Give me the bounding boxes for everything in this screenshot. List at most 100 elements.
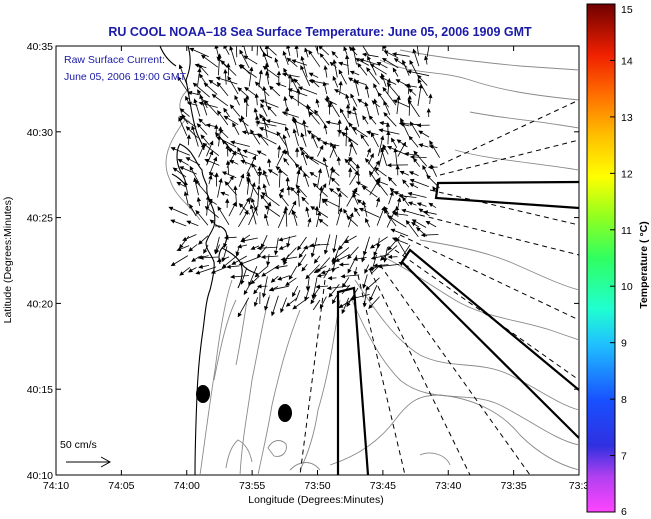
- current-vector: [318, 186, 322, 208]
- current-vector-head: [282, 50, 287, 56]
- current-vector-head: [322, 183, 327, 189]
- current-vector-head: [194, 179, 200, 185]
- current-vector-head: [230, 274, 235, 279]
- current-vector-head: [256, 284, 262, 289]
- current-vector-head: [341, 309, 346, 315]
- current-vector-head: [240, 238, 246, 243]
- current-vector-head: [347, 268, 352, 274]
- current-vector-head: [373, 251, 378, 257]
- x-tick-label: 73:35: [500, 480, 526, 492]
- current-vector-head: [202, 142, 208, 148]
- current-vector: [359, 208, 380, 218]
- current-vector-head: [253, 205, 258, 211]
- current-vector: [327, 285, 350, 289]
- current-vector-head: [379, 121, 384, 126]
- current-vector-head: [195, 209, 200, 215]
- current-vector-head: [300, 132, 305, 138]
- current-vector-head: [322, 156, 327, 162]
- current-vector-head: [261, 293, 267, 298]
- colorbar-tick-label: 10: [621, 281, 633, 293]
- current-vector-head: [257, 165, 262, 171]
- current-vector-head: [269, 85, 274, 91]
- current-vector-head: [369, 244, 375, 249]
- current-vector-head: [404, 151, 409, 157]
- current-vector-head: [382, 86, 387, 92]
- current-vector-head: [189, 47, 195, 52]
- current-vector-head: [179, 244, 184, 249]
- current-vector-head: [429, 46, 432, 47]
- current-vector-head: [240, 173, 245, 179]
- current-vector-head: [376, 61, 382, 67]
- current-vector-head: [348, 167, 353, 172]
- current-vector-head: [170, 219, 176, 224]
- current-vector-head: [291, 77, 296, 83]
- x-tick-label: 74:05: [108, 480, 134, 492]
- current-vector-head: [383, 100, 388, 106]
- current-vector-head: [275, 166, 281, 171]
- current-vector-head: [318, 218, 324, 224]
- current-vector-head: [259, 113, 264, 119]
- current-vector-head: [332, 59, 337, 64]
- current-vector-head: [198, 255, 204, 260]
- current-vector-head: [315, 284, 321, 289]
- current-vector-head: [344, 239, 350, 244]
- current-vector-head: [373, 98, 378, 104]
- current-vector-head: [369, 63, 375, 69]
- current-vector-head: [168, 206, 174, 211]
- current-vector-head: [334, 257, 340, 262]
- current-vector-head: [252, 155, 257, 161]
- current-vector-head: [418, 130, 424, 135]
- x-tick-label: 73:55: [239, 480, 265, 492]
- current-vector-head: [396, 95, 401, 100]
- current-vector-head: [310, 206, 316, 211]
- current-vector-head: [353, 271, 358, 277]
- current-vector-head: [178, 64, 183, 70]
- current-vector-head: [179, 108, 185, 113]
- current-vector-head: [298, 253, 303, 259]
- current-vector-head: [223, 115, 229, 120]
- current-vector-head: [308, 72, 314, 77]
- current-vector-head: [290, 186, 295, 192]
- current-vector-head: [361, 185, 367, 191]
- current-vector-head: [424, 55, 429, 61]
- current-vector-head: [303, 245, 309, 250]
- y-axis-label: Latitude (Degrees:Minutes): [2, 197, 14, 324]
- current-vector-head: [220, 60, 226, 65]
- current-vector-head: [242, 149, 248, 154]
- current-vector-head: [308, 79, 314, 84]
- current-vector-head: [355, 181, 361, 186]
- current-vector-head: [368, 304, 373, 309]
- current-vector-head: [402, 196, 407, 202]
- current-vector-head: [198, 64, 203, 70]
- colorbar-tick-label: 8: [621, 394, 627, 406]
- current-vector-head: [266, 105, 272, 111]
- current-vector-head: [283, 157, 288, 163]
- current-vector-head: [203, 248, 208, 254]
- current-vector-head: [285, 281, 291, 286]
- current-vector-head: [262, 85, 267, 91]
- current-vector-head: [307, 217, 312, 223]
- current-vector-head: [292, 128, 297, 134]
- current-vector-head: [281, 72, 287, 77]
- current-vector-head: [245, 197, 250, 203]
- current-vector: [217, 206, 230, 226]
- current-vector-head: [422, 164, 427, 170]
- current-vector-head: [398, 261, 404, 266]
- current-vector-head: [273, 250, 279, 256]
- current-vector-head: [323, 123, 328, 129]
- current-vector-head: [208, 171, 214, 177]
- x-axis: 74:10 74:05 74:00 73:55 73:50 73:45 73:40 73:35…: [43, 46, 589, 492]
- current-vector-head: [314, 42, 317, 46]
- current-vector-head: [339, 108, 344, 114]
- colorbar: [586, 3, 616, 513]
- current-vector-head: [191, 257, 197, 262]
- current-vector-head: [286, 46, 291, 49]
- current-vector-head: [314, 109, 319, 115]
- current-vector-head: [280, 257, 286, 262]
- bathymetry-contours: [165, 49, 579, 475]
- y-tick-label: 40:10: [27, 470, 53, 482]
- current-vector-head: [182, 236, 188, 241]
- current-vector-head: [348, 137, 353, 143]
- current-vector-head: [311, 133, 316, 139]
